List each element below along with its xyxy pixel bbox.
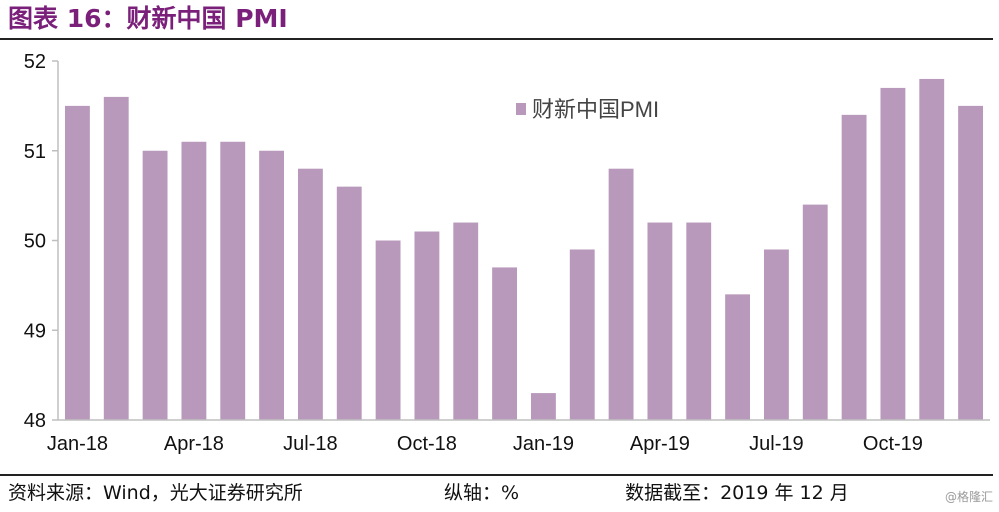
bar: [802, 204, 828, 420]
bar: [919, 78, 945, 420]
source-note: 资料来源：Wind，光大证券研究所: [8, 482, 303, 504]
bar: [103, 96, 129, 421]
bar: [414, 231, 440, 420]
bar: [297, 168, 323, 420]
y-tick-label: 51: [24, 141, 46, 163]
bar: [647, 222, 673, 420]
bar: [64, 105, 90, 421]
legend-swatch: [516, 103, 526, 115]
axis-unit-note: 纵轴：%: [444, 482, 520, 504]
bar: [220, 141, 246, 420]
x-tick-label: Jul-18: [283, 433, 337, 455]
x-tick-label: Jan-18: [47, 433, 108, 455]
y-tick-label: 49: [24, 320, 46, 342]
y-axis: 48 49 50 51 52: [24, 51, 59, 432]
x-tick-label: Oct-18: [397, 433, 457, 455]
x-axis: Jan-18 Apr-18 Jul-18 Oct-18 Jan-19 Apr-19 Jul-…: [47, 419, 990, 455]
bar: [763, 249, 789, 420]
bar: [569, 249, 595, 420]
y-tick-label: 48: [24, 410, 46, 432]
bar: [375, 240, 401, 420]
bottom-divider: [0, 474, 993, 476]
top-divider: [0, 38, 993, 40]
chart-title: 图表 16：财新中国 PMI: [8, 4, 288, 33]
bars: [64, 78, 984, 421]
bar: [725, 294, 751, 420]
bar: [492, 267, 518, 420]
x-tick-label: Apr-19: [630, 433, 690, 455]
legend-label: 财新中国PMI: [532, 97, 659, 122]
bar: [453, 222, 479, 420]
bar: [880, 87, 906, 421]
bar: [142, 150, 168, 420]
legend: 财新中国PMI: [516, 97, 659, 122]
x-tick-label: Jan-19: [513, 433, 574, 455]
y-tick-label: 52: [24, 51, 46, 73]
bar: [608, 168, 634, 420]
x-tick-label: Apr-18: [164, 433, 224, 455]
watermark: @格隆汇: [944, 490, 993, 504]
bar: [686, 222, 712, 420]
bar: [259, 150, 285, 420]
data-cutoff-note: 数据截至：2019 年 12 月: [625, 482, 849, 504]
x-tick-label: Oct-19: [863, 433, 923, 455]
footer: 资料来源：Wind，光大证券研究所 纵轴：% 数据截至：2019 年 12 月: [8, 478, 849, 508]
y-tick-label: 50: [24, 231, 46, 253]
bar: [958, 105, 984, 421]
bar: [841, 114, 867, 420]
bar: [336, 186, 362, 420]
bar: [530, 393, 556, 420]
x-tick-label: Jul-19: [749, 433, 803, 455]
bar: [181, 141, 207, 420]
